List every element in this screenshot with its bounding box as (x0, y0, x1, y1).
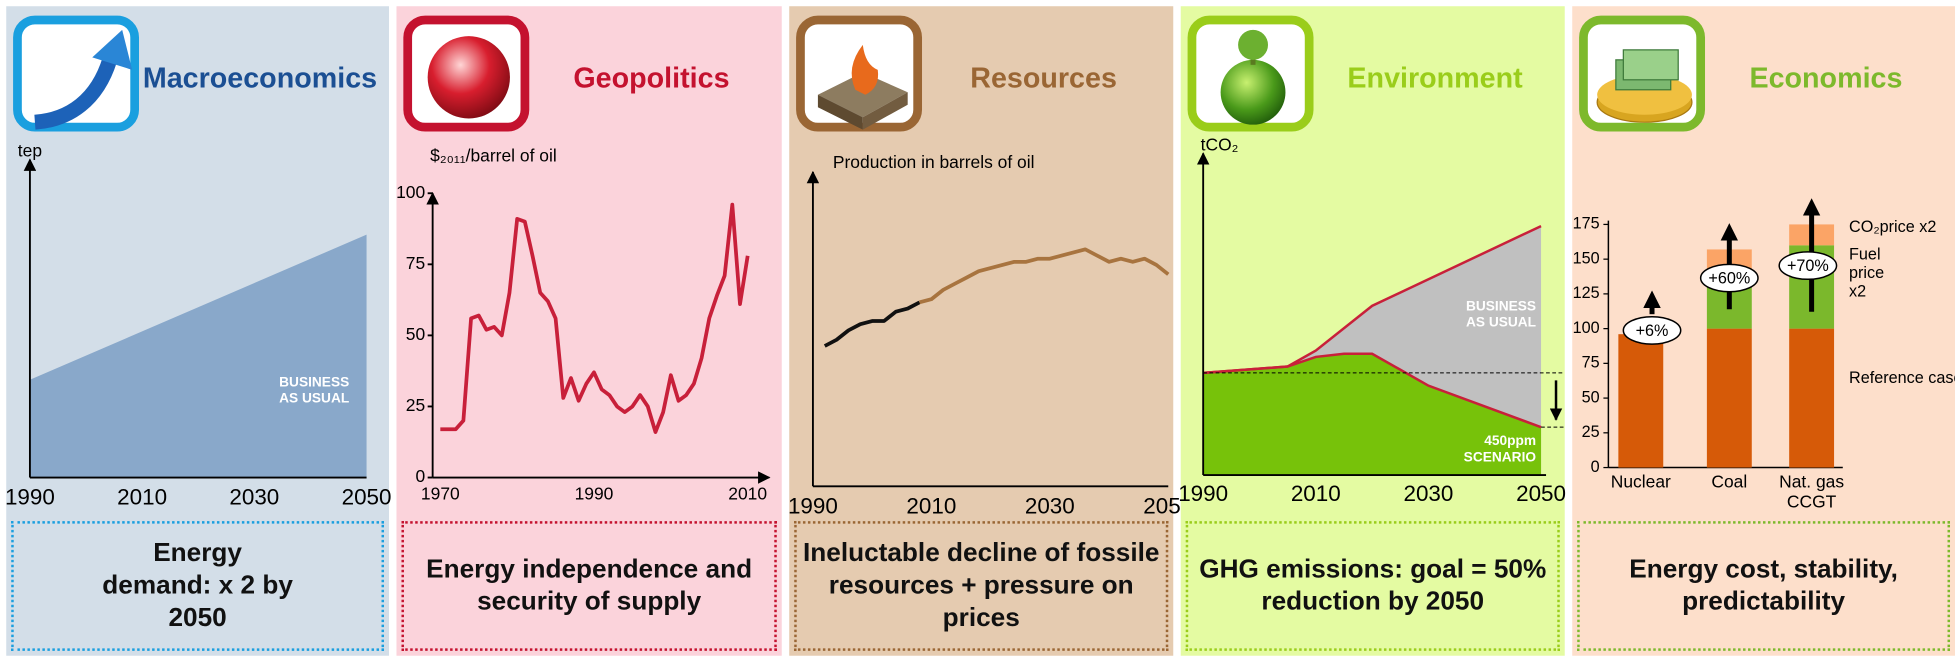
icon (408, 20, 525, 127)
y-axis-label: tep (18, 141, 42, 161)
x-tick-label: 1990 (788, 493, 838, 518)
y-tick-label: 100 (396, 182, 425, 202)
icon (17, 20, 134, 127)
icon (1192, 20, 1309, 127)
x-tick-label: 1990 (5, 485, 55, 510)
x-tick-label: 2050 (1516, 481, 1566, 506)
x-tick-label: 1970 (421, 484, 460, 504)
x-tick-label: 1990 (575, 484, 614, 504)
icon (800, 20, 917, 130)
legend-label: CO₂price x2 (1849, 217, 1955, 236)
y-tick-label: 175 (1573, 215, 1600, 233)
bar-segment (1618, 334, 1663, 467)
series-annotation: BUSINESS AS USUAL (271, 375, 358, 407)
y-tick-label: 125 (1573, 284, 1600, 302)
slide: tep 1990 2010 2030 2050 $₂₀₁₁/barrel of oil 19… (0, 0, 1955, 656)
x-tick-label: Coal (1692, 471, 1767, 491)
y-tick-label: 150 (1573, 249, 1600, 267)
panel-title: Environment (1310, 61, 1559, 95)
x-tick-label: 2010 (117, 485, 167, 510)
y-tick-label: 0 (1591, 458, 1600, 476)
y-tick-label: 75 (406, 253, 425, 273)
caption: Ineluctable decline of fossile resources… (794, 521, 1168, 651)
y-tick-label: 100 (1573, 319, 1600, 337)
legend-label: Fuel price x2 (1849, 244, 1894, 300)
y-tick-label: 25 (406, 395, 425, 415)
panel-title: Macroeconomics (136, 61, 384, 95)
x-tick-label: 2050 (342, 485, 392, 510)
x-tick-label: 2030 (1403, 481, 1453, 506)
bar-segment (1707, 329, 1752, 468)
x-tick-label: 2010 (728, 484, 767, 504)
icon-shape (428, 36, 510, 118)
x-tick-label: Nuclear (1603, 471, 1678, 491)
caption: Energy cost, stability, predictability (1577, 521, 1950, 651)
series-annotation: BUSINESS AS USUAL (1446, 299, 1536, 331)
y-tick-label: 50 (406, 324, 426, 344)
panel-title: Resources (919, 61, 1168, 95)
y-tick-label: 50 (1582, 388, 1600, 406)
y-axis-label: Production in barrels of oil (833, 152, 1035, 172)
x-tick-label: 1990 (1178, 481, 1228, 506)
x-tick-label: 2010 (906, 493, 956, 518)
x-tick-label: Nat. gas CCGT (1774, 471, 1849, 511)
caption: Energy independence and security of supp… (401, 521, 776, 651)
panel-title: Economics (1702, 61, 1950, 95)
change-label: +6% (1636, 322, 1669, 340)
change-label: +70% (1787, 257, 1829, 275)
x-tick-label: 2010 (1291, 481, 1341, 506)
bar-segment (1789, 329, 1834, 468)
caption: GHG emissions: goal = 50% reduction by 2… (1186, 521, 1560, 651)
page: {"chart_data": [ {"type": "area", "title… (0, 0, 1955, 656)
y-axis-label: tCO₂ (1201, 134, 1239, 154)
caption: Energy demand: x 2 by 2050 (11, 521, 384, 651)
icon-shape (1221, 60, 1286, 125)
icon-shape (1623, 50, 1678, 80)
series-annotation: 450ppm SCENARIO (1446, 434, 1536, 466)
change-label: +60% (1708, 270, 1750, 288)
icon (1583, 20, 1700, 127)
x-tick-label: 2030 (1025, 493, 1075, 518)
icon-shape (1238, 30, 1268, 60)
y-tick-label: 25 (1582, 423, 1600, 441)
y-tick-label: 0 (415, 466, 425, 486)
panel-title: Geopolitics (526, 61, 777, 95)
x-tick-label: 2030 (229, 485, 279, 510)
y-axis-label: $₂₀₁₁/barrel of oil (430, 146, 557, 166)
legend-label: Reference case (1849, 368, 1955, 387)
y-tick-label: 75 (1582, 354, 1600, 372)
